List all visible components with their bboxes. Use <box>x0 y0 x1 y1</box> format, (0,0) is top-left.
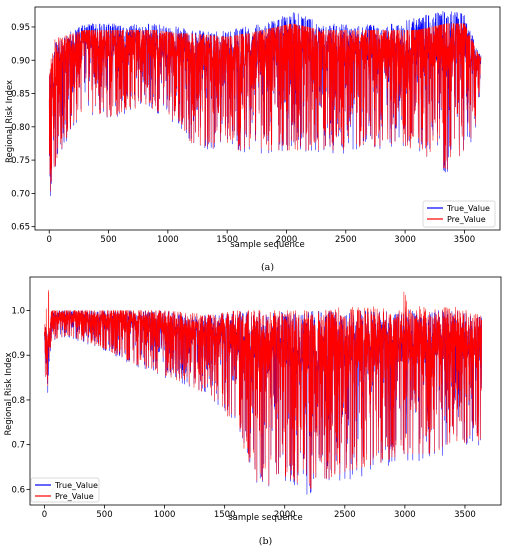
x-tick-label: 1000 <box>154 510 176 520</box>
y-tick-label: 0.70 <box>11 189 30 199</box>
chart-panel-a: 0 500 1000 1500 2000 2500 3000 3500 0.65 0.70 0.7… <box>5 6 501 273</box>
legend-label-true-b: True_Value <box>54 481 98 490</box>
y-axis-b: 0.6 0.7 0.8 0.9 1.0 <box>11 307 30 495</box>
legend-label-true-a: True_Value <box>446 204 490 213</box>
legend-label-pre-a: Pre_Value <box>447 215 486 224</box>
x-tick-label: 1000 <box>157 235 179 245</box>
y-tick-label: 0.7 <box>11 441 25 451</box>
x-tick-label: 2000 <box>276 235 298 245</box>
x-tick-label: 2500 <box>334 510 356 520</box>
x-tick-label: 0 <box>42 510 47 520</box>
y-tick-label: 0.65 <box>11 223 30 233</box>
legend-b: True_Value Pre_Value <box>30 477 100 503</box>
x-axis-a: 0 500 1000 1500 2000 2500 3000 3500 <box>47 230 476 245</box>
y-tick-label: 0.75 <box>11 156 30 166</box>
series-lines-a <box>48 11 482 196</box>
x-axis-label-a: sample sequence <box>230 240 305 250</box>
x-tick-label: 3500 <box>454 235 476 245</box>
x-tick-label: 500 <box>100 235 116 245</box>
x-axis-b: 0 500 1000 1500 2000 2500 3000 3500 <box>42 505 476 520</box>
x-tick-label: 500 <box>96 510 112 520</box>
y-tick-label: 0.85 <box>11 90 30 100</box>
x-tick-label: 1500 <box>216 235 238 245</box>
caption-b: (b) <box>259 536 273 547</box>
plot-frame-b <box>29 276 502 506</box>
y-axis-label-b: Regional Risk Index <box>4 352 14 435</box>
x-tick-label: 2000 <box>274 510 296 520</box>
legend-a: True_Value Pre_Value <box>422 200 496 228</box>
x-tick-label: 2500 <box>335 235 357 245</box>
y-tick-label: 0.8 <box>11 396 25 406</box>
y-axis-label-a: Regional Risk Index <box>5 80 15 163</box>
x-tick-label: 1500 <box>214 510 236 520</box>
y-tick-label: 0.95 <box>11 23 30 33</box>
series-lines-b <box>44 289 482 495</box>
plot-frame-a <box>34 6 501 231</box>
y-tick-label: 1.0 <box>11 307 25 317</box>
x-tick-label: 0 <box>47 235 52 245</box>
chart-panel-b: 0 500 1000 1500 2000 2500 3000 3500 0.60.70.80.… <box>4 276 502 547</box>
series-line-pre-value-a <box>48 23 482 192</box>
x-tick-label: 3000 <box>394 510 416 520</box>
y-axis-a: 0.65 0.70 0.75 0.80 0.85 0.90 0.95 <box>11 23 35 233</box>
series-line-pre-value-b <box>44 289 482 489</box>
y-tick-label: 0.80 <box>11 123 30 133</box>
x-tick-label: 3500 <box>454 510 476 520</box>
y-tick-label: 0.9 <box>11 351 25 361</box>
y-tick-label: 0.90 <box>11 56 30 66</box>
x-axis-label-b: sample sequence <box>228 513 303 523</box>
x-tick-label: 3000 <box>394 235 416 245</box>
legend-label-pre-b: Pre_Value <box>55 492 94 501</box>
y-tick-label: 0.6 <box>11 485 25 495</box>
caption-a: (a) <box>261 262 274 273</box>
